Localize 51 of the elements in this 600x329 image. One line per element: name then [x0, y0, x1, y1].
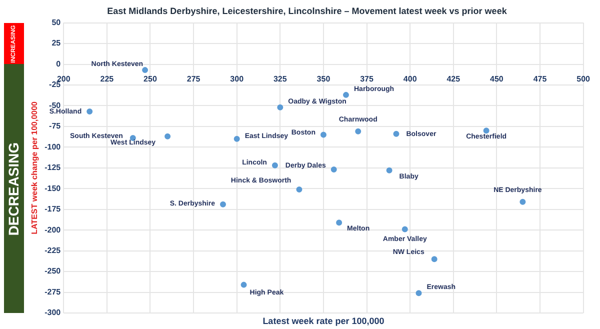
- point: [277, 104, 284, 110]
- x-tick-label: 275: [186, 74, 201, 84]
- y-tick-label: 50: [52, 18, 62, 28]
- x-axis-title: Latest week rate per 100,000: [262, 316, 384, 326]
- x-tick-label: 225: [100, 74, 114, 84]
- y-tick-label: -100: [44, 142, 62, 152]
- y-tick-label: 25: [52, 38, 62, 48]
- y-tick-label: -275: [44, 287, 62, 296]
- point: [272, 162, 278, 168]
- x-tick-label: 300: [230, 74, 244, 84]
- point: [330, 166, 337, 173]
- point: [296, 186, 302, 192]
- x-tick-label: 350: [316, 74, 331, 84]
- x-tick-label: 425: [446, 74, 461, 84]
- point: [240, 282, 247, 288]
- y-tick-label: -250: [44, 266, 62, 276]
- x-tick-label: 475: [533, 74, 548, 84]
- x-tick-label: 375: [360, 74, 374, 84]
- y-tick-label: -150: [44, 184, 62, 193]
- y-tick-label: -75: [49, 122, 62, 131]
- y-tick-label: -300: [44, 308, 62, 318]
- x-tick-label: 400: [403, 74, 418, 84]
- point: [342, 92, 349, 98]
- x-tick-label: 325: [273, 74, 288, 84]
- y-tick-label: -125: [44, 163, 62, 172]
- x-tick-label: 250: [144, 74, 158, 84]
- point: [386, 167, 392, 174]
- y-tick-label: -25: [49, 80, 62, 90]
- point: [416, 290, 422, 296]
- y-tick-label: 0: [56, 59, 62, 68]
- x-tick-label: 450: [490, 74, 504, 84]
- point: [336, 220, 342, 226]
- point: [393, 130, 400, 137]
- point: [86, 108, 93, 115]
- chart-title: East Midlands Derbyshire, Leicestershire, Lincolnshire – Movement latest week vs prior week: [107, 6, 508, 16]
- x-tick-label: 500: [576, 74, 591, 84]
- point: [402, 226, 408, 232]
- y-tick-label: -175: [44, 204, 62, 214]
- y-tick-label: -225: [44, 246, 62, 256]
- point: [234, 136, 240, 142]
- point: [142, 67, 148, 74]
- y-tick-label: -50: [49, 100, 62, 110]
- point: [164, 133, 171, 140]
- point: [431, 256, 438, 262]
- side-panel: DECREASING: [4, 64, 24, 313]
- point: [520, 198, 526, 205]
- point: [220, 201, 226, 208]
- point: [320, 132, 326, 138]
- y-tick-label: -200: [44, 225, 62, 234]
- y-axis-title: LATEST week change per 100,0000: [30, 100, 40, 234]
- point: [355, 128, 362, 134]
